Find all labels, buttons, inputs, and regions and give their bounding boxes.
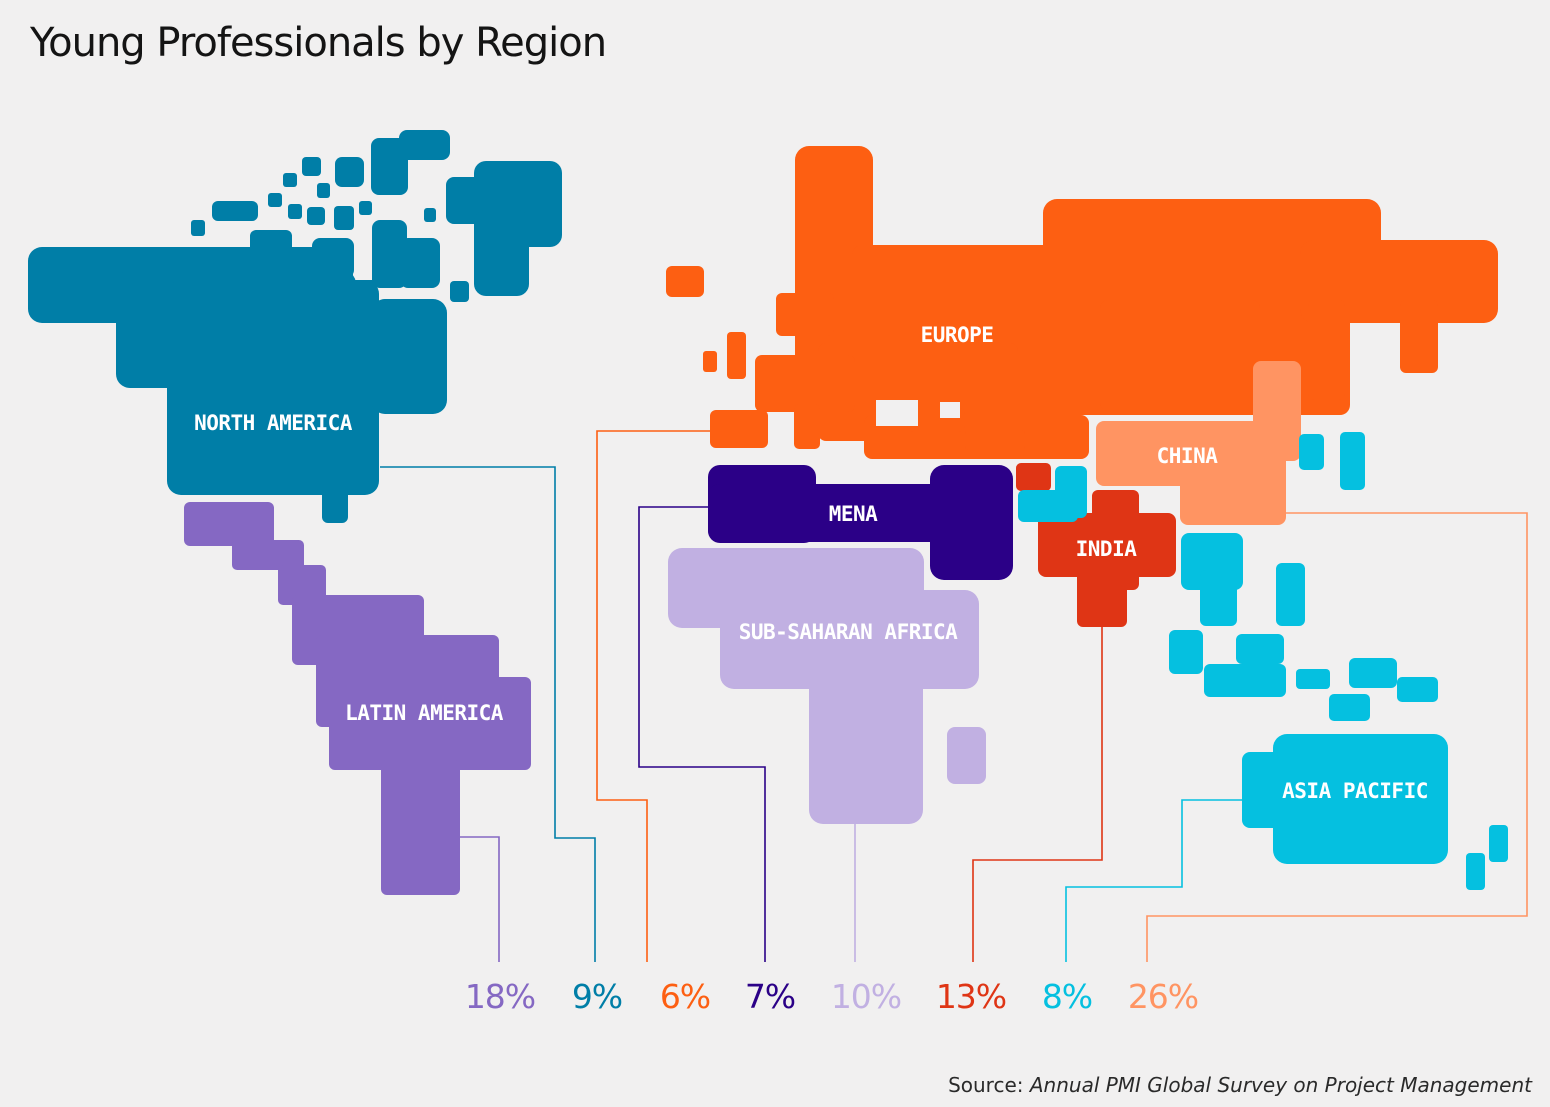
north-america-shape	[28, 130, 562, 523]
north-america-label: NORTH AMERICA	[194, 411, 353, 435]
latin-america-shape	[184, 502, 531, 895]
mena-connector	[638, 506, 766, 962]
sub-saharan-africa-label: SUB-SAHARAN AFRICA	[739, 620, 958, 644]
north-america-percent: 9%	[572, 977, 622, 1016]
asia-pacific-percent: 8%	[1042, 977, 1092, 1016]
europe-connector	[596, 430, 710, 962]
europe-lake	[876, 400, 918, 426]
asia-pacific-label: ASIA PACIFIC	[1282, 779, 1428, 803]
india-percent: 13%	[936, 977, 1006, 1016]
source-publication: Annual PMI Global Survey on Project Mana…	[1029, 1073, 1532, 1097]
map-title: Young Professionals by Region	[30, 20, 607, 66]
china-label: CHINA	[1157, 444, 1219, 468]
sub-saharan-africa-shape	[668, 548, 986, 824]
mena-shape	[708, 465, 1013, 580]
europe-label: EUROPE	[921, 323, 994, 347]
asia-pacific-connector	[1065, 799, 1242, 962]
mena-label: MENA	[829, 502, 878, 526]
asia-pacific-shape	[1018, 432, 1508, 890]
china-shape	[1096, 361, 1301, 525]
latin-america-label: LATIN AMERICA	[345, 701, 504, 725]
india-shape	[1016, 463, 1176, 627]
china-connector	[1146, 512, 1528, 962]
europe-lake	[940, 402, 960, 418]
india-connector	[972, 627, 1103, 962]
source-prefix: Source:	[948, 1073, 1030, 1097]
mena-percent: 7%	[745, 977, 795, 1016]
china-percent: 26%	[1128, 977, 1198, 1016]
india-label: INDIA	[1076, 537, 1138, 561]
latin-america-percent: 18%	[465, 977, 535, 1016]
europe-shape	[666, 146, 1498, 459]
connector-lines	[380, 430, 1528, 962]
source-note: Source: Annual PMI Global Survey on Proj…	[948, 1073, 1532, 1097]
north-america-connector	[380, 466, 596, 962]
sub-saharan-africa-percent: 10%	[831, 977, 901, 1016]
europe-percent: 6%	[660, 977, 710, 1016]
latin-america-connector	[460, 836, 500, 962]
